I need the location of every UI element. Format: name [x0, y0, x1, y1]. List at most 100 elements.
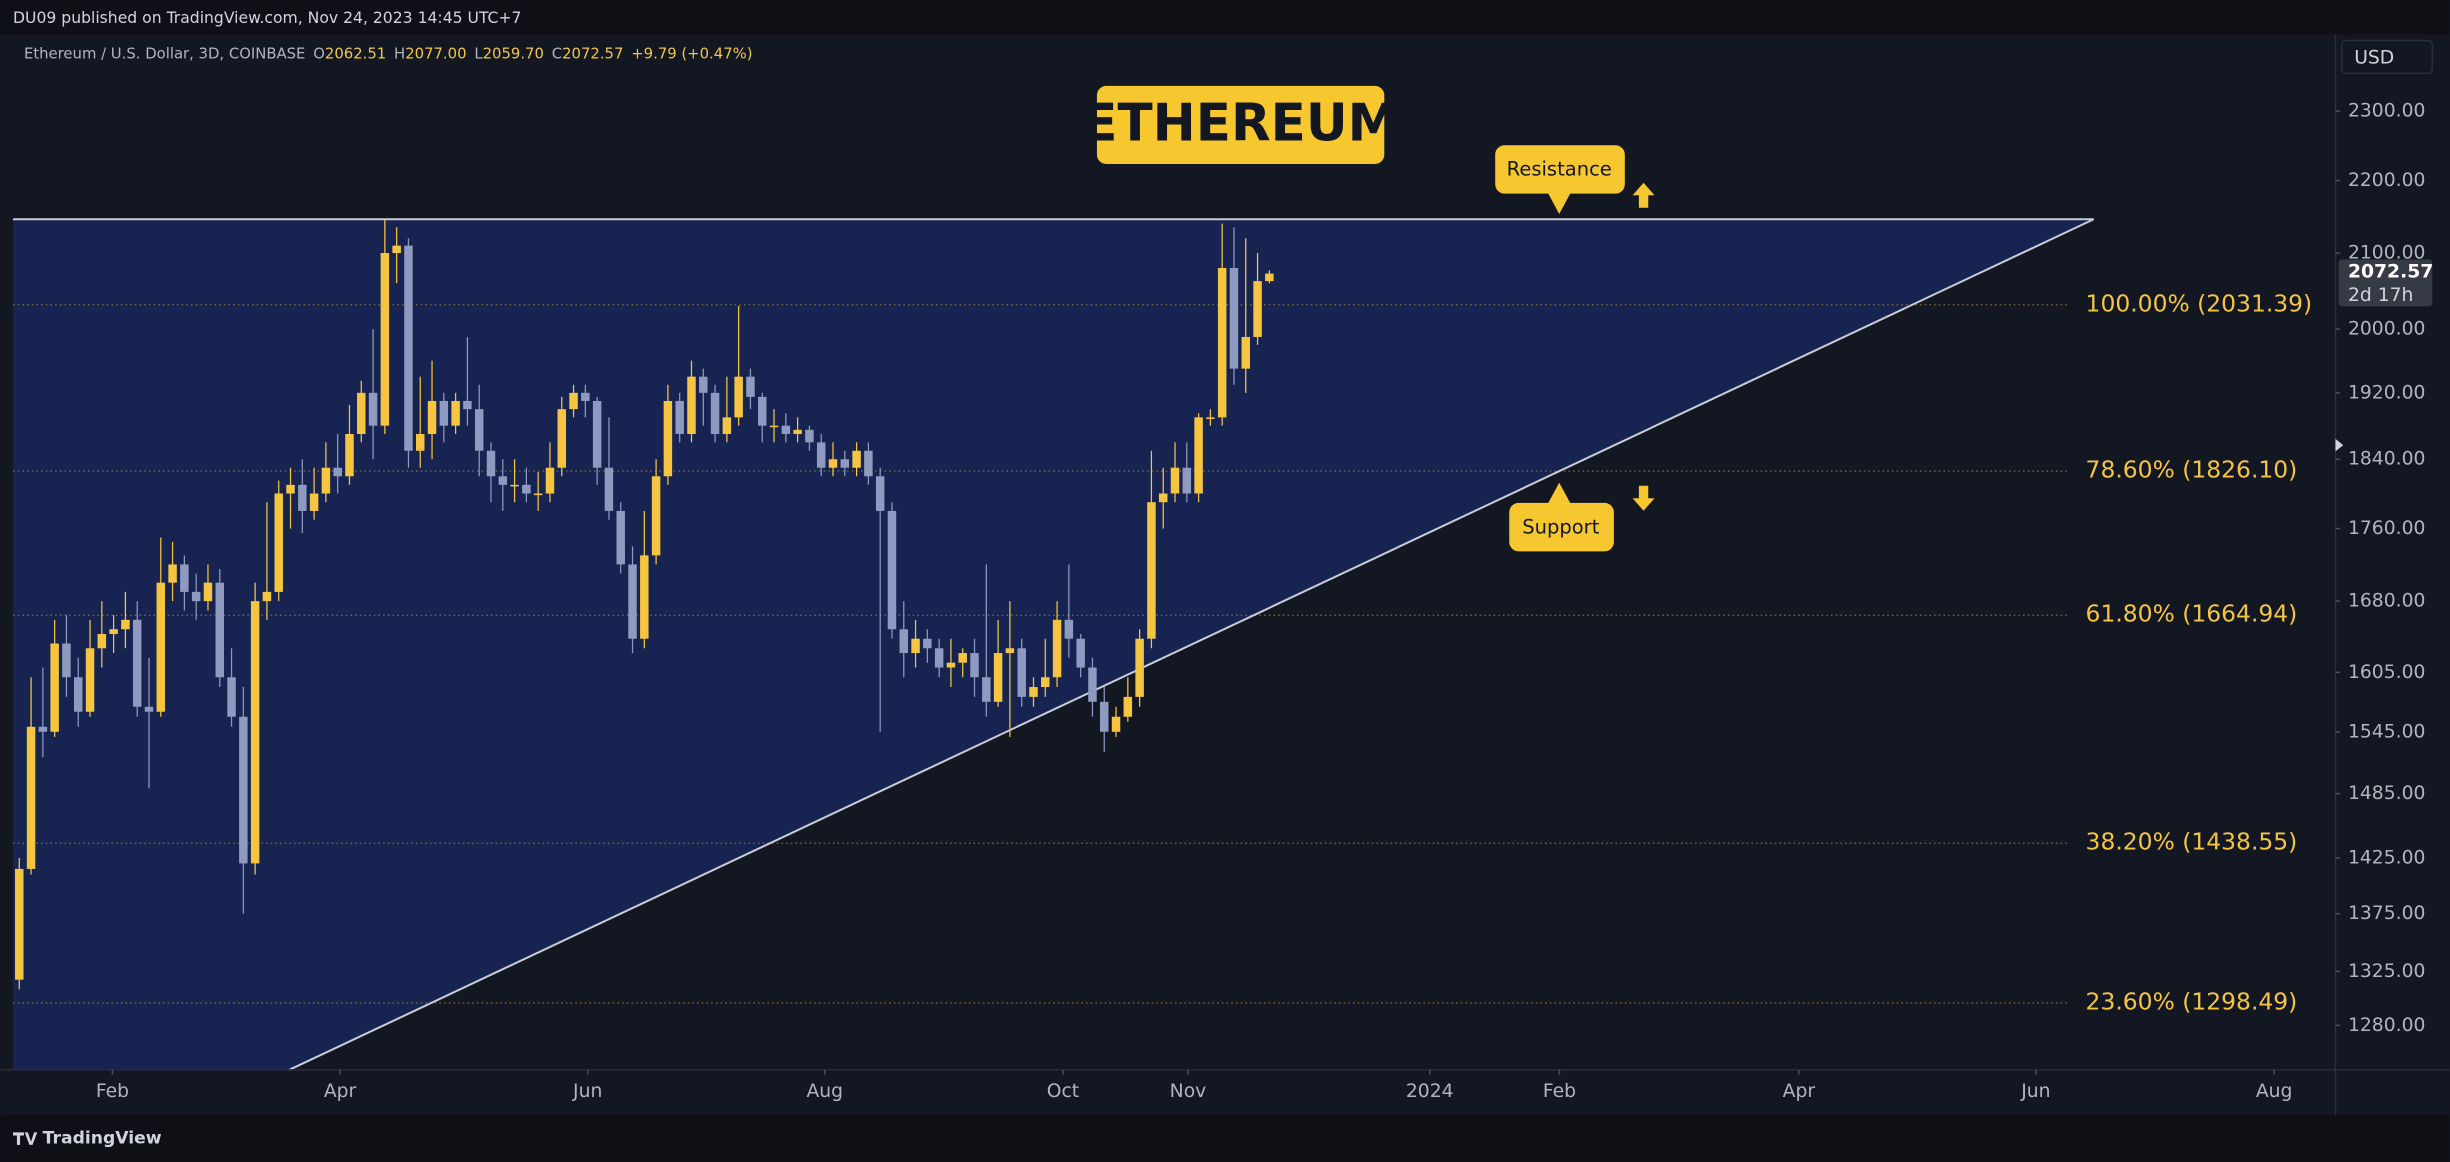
resistance-callout	[1495, 145, 1625, 214]
candle-body	[852, 450, 861, 468]
symbol: Ethereum / U.S. Dollar, 3D, COINBASE	[24, 46, 305, 63]
candle-body	[522, 484, 531, 494]
candle-body	[227, 677, 236, 717]
ohlc-value: 2059.70	[483, 46, 544, 63]
candle-body	[1182, 467, 1192, 494]
candle-body	[816, 442, 826, 468]
countdown: 2d 17h	[2348, 285, 2413, 306]
y-tick-label: 2300.00	[2348, 101, 2425, 122]
x-tick-label: Aug	[2256, 1081, 2293, 1102]
symbol-legend: Ethereum / U.S. Dollar, 3D, COINBASE O206…	[24, 46, 753, 63]
candle-body	[321, 467, 331, 494]
candle-body	[887, 510, 897, 630]
candle-body	[1265, 273, 1274, 282]
candle-body	[109, 629, 118, 634]
candle-body	[911, 638, 920, 654]
candle-body	[781, 425, 791, 434]
candle-body	[85, 648, 95, 712]
up-arrow	[1632, 182, 1655, 208]
candle-body	[262, 591, 272, 602]
candle-body	[38, 726, 48, 732]
candle-body	[746, 376, 755, 397]
candle-body	[1017, 648, 1026, 697]
candle-body	[191, 591, 201, 602]
ohlc-value: 2062.51	[325, 46, 386, 63]
candle-body	[333, 467, 342, 477]
y-tick-label: 1760.00	[2348, 518, 2425, 539]
candle-body	[144, 706, 154, 712]
candle-body	[274, 493, 283, 592]
candle-body	[699, 376, 708, 393]
candle-body	[239, 716, 248, 864]
candle-body	[569, 392, 578, 410]
y-tick-label: 2100.00	[2348, 243, 2425, 264]
candle-body	[1158, 493, 1168, 503]
candle-body	[710, 392, 720, 434]
candle-body	[368, 392, 378, 426]
candle-body	[132, 619, 142, 707]
title-box	[1096, 85, 1385, 164]
candle-body	[1253, 281, 1262, 337]
candle-body	[640, 555, 649, 639]
candle-body	[1029, 687, 1038, 697]
candle-body	[616, 510, 625, 565]
candle-body	[1229, 267, 1239, 369]
ohlc-value: 2072.57	[562, 46, 623, 63]
fib-label: 100.00% (2031.39)	[2086, 289, 2313, 317]
candle-body	[1005, 648, 1015, 654]
candle-body	[663, 400, 673, 477]
x-tick-label: Jun	[572, 1081, 602, 1102]
support-callout	[1509, 482, 1614, 552]
top-bar	[0, 0, 2450, 35]
candle-body	[722, 417, 732, 434]
axis-handle	[2335, 438, 2344, 452]
candle-body	[1076, 638, 1085, 668]
resistance-label: Resistance	[1507, 158, 1612, 181]
candle-body	[1041, 677, 1050, 688]
candle-body	[1111, 716, 1121, 732]
candle-body	[97, 633, 107, 649]
candle-body	[15, 868, 24, 980]
y-tick-label: 1920.00	[2348, 382, 2425, 403]
x-tick-label: Oct	[1047, 1081, 1079, 1102]
candle-body	[180, 564, 189, 592]
candle-body	[675, 400, 684, 434]
candle-body	[486, 450, 496, 477]
candle-body	[958, 653, 967, 663]
ohlc-key: L	[474, 46, 483, 63]
x-tick-label: Apr	[324, 1081, 357, 1102]
candle-body	[427, 400, 437, 434]
currency[interactable]: USD	[2354, 47, 2394, 68]
tv-logo	[13, 1132, 38, 1145]
fib-label: 61.80% (1664.94)	[2086, 600, 2298, 628]
y-tick-label: 1840.00	[2348, 449, 2425, 470]
candle-body	[1088, 667, 1097, 702]
candle-body	[474, 409, 484, 451]
candle-body	[121, 619, 130, 630]
brand: TradingView	[43, 1129, 162, 1149]
candle-body	[864, 450, 873, 477]
candle-body	[651, 476, 661, 556]
currency-box[interactable]	[2340, 39, 2434, 75]
candle-body	[982, 677, 991, 702]
candle-body	[1217, 267, 1227, 418]
candle-body	[203, 582, 213, 602]
support-label: Support	[1522, 515, 1599, 538]
candle-body	[1147, 502, 1156, 639]
candle-body	[604, 467, 614, 511]
candle-body	[946, 662, 956, 668]
candle-body	[840, 459, 850, 468]
x-tick-label: Feb	[1543, 1081, 1576, 1102]
y-tick-label: 1545.00	[2348, 721, 2425, 742]
candle-body	[581, 392, 590, 401]
x-tick-label: Nov	[1170, 1081, 1207, 1102]
candle-body	[1206, 417, 1215, 419]
candle-body	[498, 476, 508, 485]
y-tick-label: 2200.00	[2348, 170, 2425, 191]
last-price-box	[2338, 259, 2433, 307]
candle-body	[934, 648, 944, 668]
ohlc-value: 2077.00	[405, 46, 466, 63]
bottom-bar	[0, 1115, 2450, 1162]
x-tick-label: Feb	[96, 1081, 129, 1102]
